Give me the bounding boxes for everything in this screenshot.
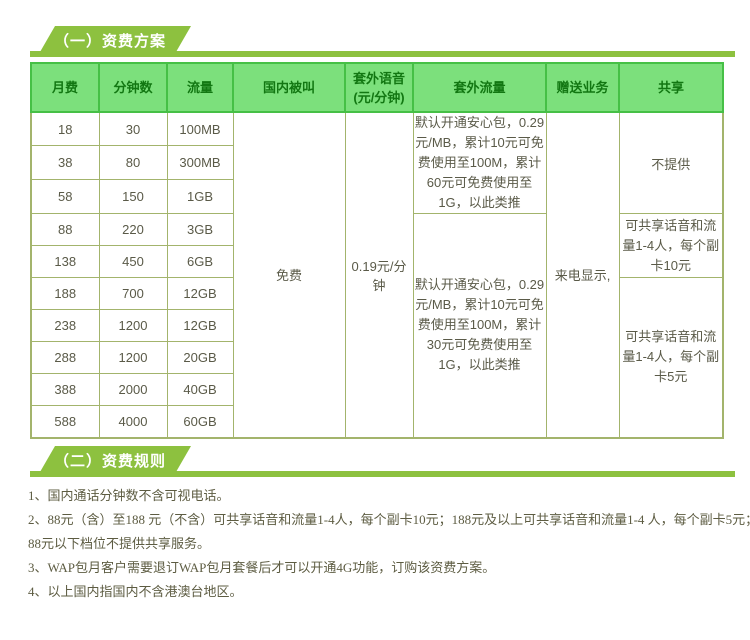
cell-data-volume: 40GB <box>166 373 234 406</box>
cell-overage-data-tier2: 默认开通安心包，0.29元/MB，累计10元可免费使用至100M，累计30元可免… <box>412 213 547 438</box>
cell-data-volume: 6GB <box>166 245 234 278</box>
cell-monthly-fee: 188 <box>30 277 100 310</box>
header-overage-voice-line1: 套外语音 <box>352 70 405 86</box>
cell-sharing-tier1: 不提供 <box>618 111 724 214</box>
header-data-volume: 流量 <box>166 62 234 113</box>
rule-line: 88元以下档位不提供共享服务。 <box>28 536 211 551</box>
cell-monthly-fee: 138 <box>30 245 100 278</box>
cell-minutes: 700 <box>98 277 168 310</box>
cell-minutes: 150 <box>98 179 168 214</box>
table-row: 18 30 100MB 免费 0.19元/分钟 默认开通安心包，0.29元/MB… <box>30 111 724 438</box>
rule-line: 2、88元（含）至188 元（不含）可共享话音和流量1-4人，每个副卡10元；1… <box>28 512 750 527</box>
header-domestic-incoming: 国内被叫 <box>232 62 346 113</box>
table-row: 88 220 3GB 默认开通安心包，0.29元/MB，累计10元可免费使用至1… <box>30 213 724 438</box>
cell-minutes: 2000 <box>98 373 168 406</box>
cell-minutes: 450 <box>98 245 168 278</box>
cell-data-volume: 300MB <box>166 145 234 181</box>
cell-monthly-fee: 58 <box>30 179 100 214</box>
cell-data-volume: 60GB <box>166 405 234 438</box>
rule-line: 1、国内通话分钟数不含可视电话。 <box>28 488 230 503</box>
header-overage-voice-line2: (元/分钟) <box>353 89 405 105</box>
cell-data-volume: 12GB <box>166 277 234 310</box>
cell-overage-voice: 0.19元/分钟 <box>344 111 414 438</box>
table-row: 58 150 1GB <box>30 179 723 214</box>
header-bundled-services: 赠送业务 <box>545 62 620 113</box>
cell-minutes: 1200 <box>98 309 168 342</box>
cell-monthly-fee: 88 <box>30 213 100 246</box>
cell-monthly-fee: 388 <box>30 373 100 406</box>
cell-data-volume: 12GB <box>166 309 234 342</box>
cell-minutes: 1200 <box>98 341 168 374</box>
cell-monthly-fee: 238 <box>30 309 100 342</box>
cell-minutes: 80 <box>98 145 168 181</box>
rule-line: 4、以上国内指国内不含港澳台地区。 <box>28 584 243 599</box>
table-row: 388 2000 40GB <box>30 373 723 406</box>
table-row: 238 1200 12GB <box>30 309 723 342</box>
cell-sharing-tier3: 可共享话音和流量1-4人，每个副卡5元 <box>618 277 724 438</box>
pricing-table: 月费 分钟数 流量 国内被叫 套外语音 (元/分钟) 套外流量 赠送业务 共享 … <box>30 62 724 439</box>
header-monthly-fee: 月费 <box>30 62 100 113</box>
table-row: 288 1200 20GB <box>30 341 723 374</box>
cell-data-volume: 100MB <box>166 111 234 147</box>
cell-data-volume: 20GB <box>166 341 234 374</box>
section1-underline-bar <box>30 51 735 57</box>
cell-overage-data-tier1: 默认开通安心包，0.29元/MB，累计10元可免费使用至100M，累计60元可免… <box>412 111 547 214</box>
cell-minutes: 4000 <box>98 405 168 438</box>
header-sharing: 共享 <box>618 62 724 113</box>
cell-data-volume: 3GB <box>166 213 234 246</box>
section1-header: （一）资费方案 <box>0 26 750 60</box>
cell-minutes: 30 <box>98 111 168 147</box>
rule-line: 3、WAP包月客户需要退订WAP包月套餐后才可以开通4G功能，订购该资费方案。 <box>28 560 496 575</box>
header-overage-voice: 套外语音 (元/分钟) <box>344 62 414 113</box>
header-minutes: 分钟数 <box>98 62 168 113</box>
cell-monthly-fee: 38 <box>30 145 100 181</box>
cell-monthly-fee: 588 <box>30 405 100 438</box>
cell-bundled-services: 来电显示, <box>545 111 620 438</box>
rules-section: 1、国内通话分钟数不含可视电话。 2、88元（含）至188 元（不含）可共享话音… <box>28 484 750 604</box>
header-row: 月费 分钟数 流量 国内被叫 套外语音 (元/分钟) 套外流量 赠送业务 共享 <box>30 62 724 113</box>
header-overage-data: 套外流量 <box>412 62 547 113</box>
cell-sharing-tier2: 可共享话音和流量1-4人，每个副卡10元 <box>618 213 724 278</box>
table-row: 138 450 6GB <box>30 245 723 278</box>
cell-monthly-fee: 18 <box>30 111 100 147</box>
cell-monthly-fee: 288 <box>30 341 100 374</box>
cell-minutes: 220 <box>98 213 168 246</box>
cell-domestic-incoming: 免费 <box>232 111 346 438</box>
table-row: 38 80 300MB <box>30 145 723 181</box>
table-row: 588 4000 60GB <box>30 405 723 438</box>
section2-underline-bar <box>30 471 735 477</box>
table-row: 188 700 12GB 可共享话音和流量1-4人，每个副卡5元 <box>30 277 724 438</box>
section2-header: （二）资费规则 <box>0 446 750 480</box>
section1-title: （一）资费方案 <box>54 33 167 50</box>
section2-title: （二）资费规则 <box>54 453 167 470</box>
cell-data-volume: 1GB <box>166 179 234 214</box>
